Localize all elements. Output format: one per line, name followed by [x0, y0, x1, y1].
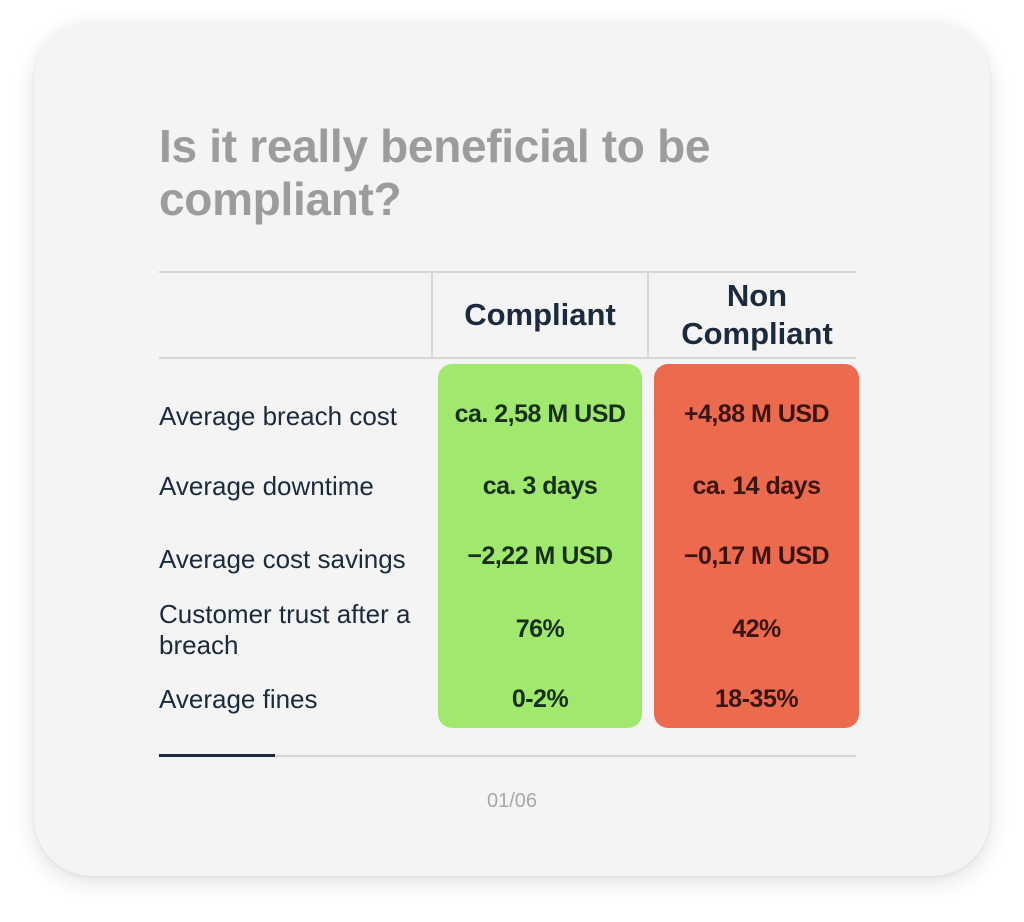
table-top-divider	[159, 271, 856, 273]
cell-compliant-cost-savings: −2,22 M USD	[467, 541, 613, 570]
cell-non-compliant-customer-trust: 42%	[732, 614, 781, 643]
non-compliant-column-background	[654, 364, 859, 728]
cell-compliant-breach-cost: ca. 2,58 M USD	[454, 399, 626, 428]
slide-title: Is it really beneficial to be compliant?	[159, 120, 711, 225]
table-header-divider	[159, 357, 856, 359]
cell-non-compliant-fines: 18-35%	[714, 684, 799, 713]
cell-compliant-downtime: ca. 3 days	[482, 471, 598, 500]
cell-compliant-fines: 0-2%	[511, 684, 569, 713]
cell-compliant-customer-trust: 76%	[515, 614, 565, 643]
compliant-column-background	[438, 364, 642, 728]
column-divider-1	[431, 271, 433, 359]
row-label-average-fines: Average fines	[159, 683, 318, 714]
slide-progress-track	[159, 754, 856, 757]
row-label-average-downtime: Average downtime	[159, 470, 374, 501]
cell-non-compliant-downtime: ca. 14 days	[692, 471, 821, 500]
row-label-average-cost-savings: Average cost savings	[159, 543, 406, 574]
column-header-non-compliant: Non Compliant	[681, 278, 833, 351]
page-indicator: 01/06	[486, 790, 538, 812]
row-label-customer-trust: Customer trust after a breach	[159, 599, 411, 660]
column-header-compliant: Compliant	[464, 297, 616, 332]
cell-non-compliant-breach-cost: +4,88 M USD	[683, 399, 830, 428]
cell-non-compliant-cost-savings: −0,17 M USD	[683, 541, 830, 570]
column-divider-2	[647, 271, 649, 359]
row-label-average-breach-cost: Average breach cost	[159, 400, 397, 431]
slide-progress-fill	[159, 754, 276, 757]
